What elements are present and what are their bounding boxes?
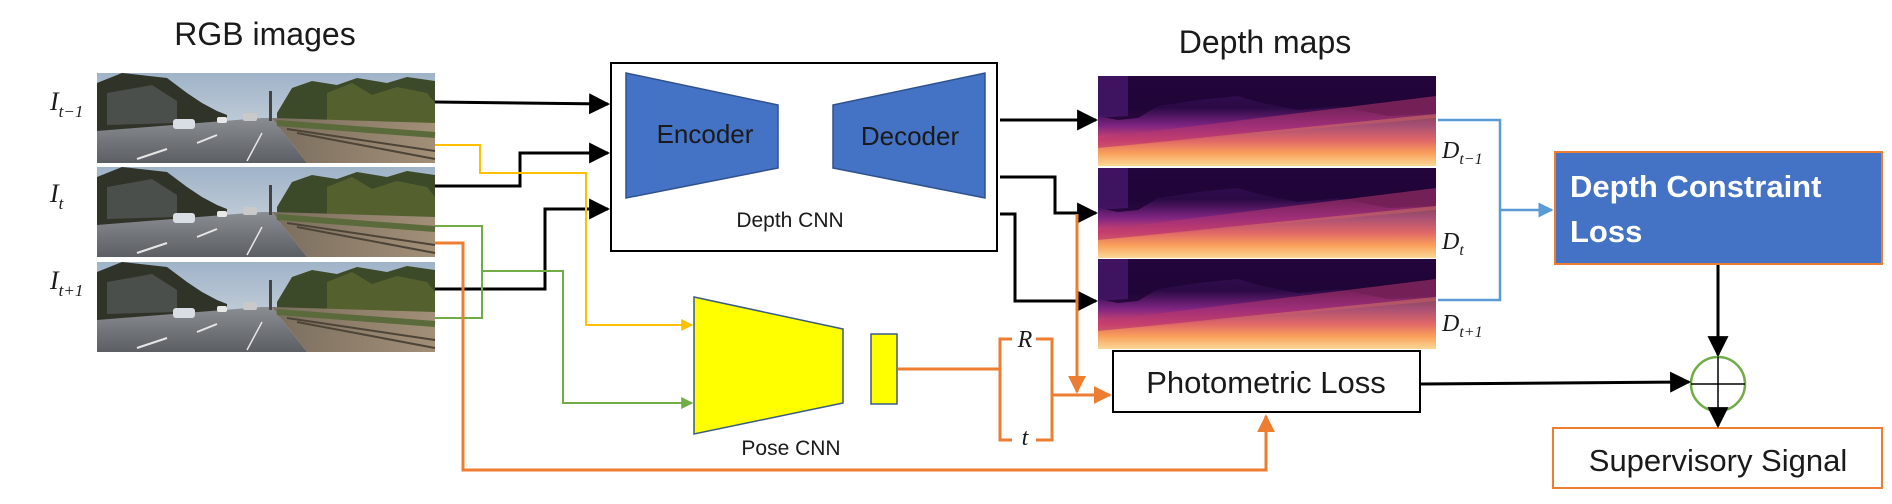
depth-map-prev [1098,76,1436,166]
depth-label-cur: Dt [1441,229,1464,259]
encoder-block [625,72,779,199]
depth-cnn-to-maps-arrows [1000,109,1099,312]
photometric-loss-box [1112,350,1421,413]
rgb-image-next [97,262,435,352]
depth-map-next [1098,259,1436,349]
supervisory-signal-label: Supervisory Signal [1589,443,1847,478]
depth-maps-title: Depth maps [1179,24,1352,60]
supervisory-signal-box [1552,427,1883,489]
prev-to-pose-line [435,144,694,331]
decoder-label: Decoder [861,121,960,151]
frame-label-cur: It [49,179,65,213]
encoder-label: Encoder [657,119,754,149]
depth-label-next: Dt+1 [1441,311,1483,341]
decoder-block [832,72,986,199]
sum-node [1689,355,1747,413]
orange-warp-lines [435,214,1275,472]
depth-constraint-loss-box [1554,151,1883,265]
frame-label-next: It+1 [49,266,83,300]
depth-label-prev: Dt−1 [1441,138,1483,168]
rgb-image-cur [97,167,435,257]
depth-constraint-loss-line2: Loss [1570,214,1642,249]
depth-cnn-caption: Depth CNN [736,209,843,232]
rgb-images-title: RGB images [174,16,355,52]
depth-constraint-loss-line1: Depth Constraint [1570,169,1821,204]
photometric-loss-label: Photometric Loss [1146,365,1386,400]
rgb-to-depth-arrows [434,93,611,291]
cur-next-to-pose-lines [435,225,694,409]
rgb-image-prev [97,73,435,163]
frame-label-prev: It−1 [49,87,83,121]
pose-cnn-block [693,296,844,435]
pose-output-block [870,333,898,405]
depth-to-constraint-lines [1438,118,1554,302]
translation-label: t [1022,425,1030,451]
depth-map-cur [1098,168,1436,258]
pose-cnn-caption: Pose CNN [741,437,840,460]
rotation-label: R [1017,327,1033,353]
photometric-to-sum-arrow [1420,371,1692,393]
